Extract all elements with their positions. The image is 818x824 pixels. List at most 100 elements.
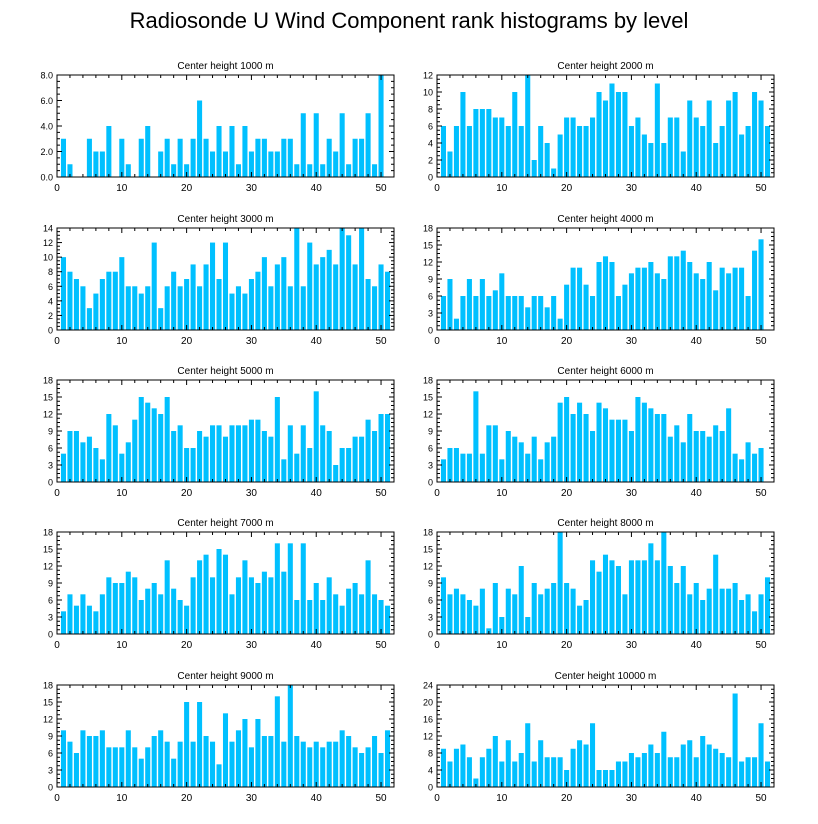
- x-tick-label: 0: [434, 793, 440, 804]
- histogram-bar: [67, 741, 73, 787]
- histogram-bar: [602, 770, 609, 787]
- histogram-bar: [274, 151, 280, 177]
- histogram-bar: [479, 588, 485, 634]
- histogram-bar: [615, 92, 621, 177]
- histogram-bar: [210, 577, 216, 634]
- histogram-bar: [615, 419, 621, 482]
- histogram-bar: [248, 747, 254, 787]
- histogram-bar: [499, 459, 505, 482]
- y-tick-label: 4: [428, 139, 433, 149]
- histogram-bar: [615, 566, 621, 634]
- histogram-bar: [229, 293, 235, 330]
- histogram-bar: [242, 126, 248, 177]
- x-tick-label: 10: [496, 793, 508, 804]
- x-tick-label: 20: [561, 183, 573, 194]
- histogram-bar: [339, 605, 345, 634]
- histogram-bar: [307, 164, 313, 177]
- histogram-bar: [333, 741, 339, 787]
- histogram-bar: [447, 448, 453, 482]
- histogram-bar: [557, 134, 563, 177]
- x-tick-label: 30: [246, 488, 258, 499]
- histogram-bar: [661, 532, 667, 634]
- histogram-bar: [544, 143, 550, 177]
- y-tick-label: 6: [48, 282, 53, 292]
- y-tick-label: 12: [423, 410, 433, 420]
- histogram-bar: [596, 262, 602, 330]
- histogram-bar: [93, 611, 99, 634]
- histogram-bar: [538, 459, 544, 482]
- histogram-bar: [359, 228, 365, 330]
- histogram-bar: [473, 296, 479, 330]
- histogram-bar: [106, 414, 112, 482]
- histogram-bar: [680, 744, 686, 787]
- x-tick-label: 50: [755, 336, 767, 347]
- x-tick-label: 50: [755, 793, 767, 804]
- histogram-bar: [557, 318, 563, 330]
- histogram-bar: [216, 126, 222, 177]
- histogram-bar: [512, 92, 518, 177]
- histogram-bar: [210, 425, 216, 482]
- histogram-bar: [752, 453, 758, 482]
- histogram-bar: [577, 402, 583, 482]
- histogram-bar: [294, 164, 300, 177]
- histogram-bar: [667, 566, 673, 634]
- histogram-bar: [622, 92, 628, 177]
- y-tick-label: 0: [428, 478, 433, 488]
- histogram-bar: [525, 723, 531, 787]
- histogram-bar: [499, 617, 505, 634]
- histogram-bar: [125, 571, 131, 634]
- histogram-bar: [229, 425, 235, 482]
- y-tick-label: 0: [48, 630, 53, 640]
- histogram-bar: [352, 436, 358, 482]
- histogram-bar: [372, 431, 378, 482]
- histogram-bar: [67, 271, 73, 330]
- histogram-bar: [320, 164, 326, 177]
- histogram-bar: [654, 753, 660, 787]
- histogram-bar: [453, 318, 459, 330]
- histogram-bar: [222, 713, 229, 787]
- x-tick-label: 40: [691, 183, 703, 194]
- histogram-bar: [479, 453, 485, 482]
- y-tick-label: 9: [428, 579, 433, 589]
- histogram-bar: [171, 758, 177, 787]
- histogram-bar: [466, 279, 472, 330]
- y-tick-label: 15: [43, 698, 53, 708]
- panel-title: Center height 5000 m: [177, 366, 273, 377]
- histogram-bar: [622, 761, 628, 787]
- histogram-bar: [190, 138, 196, 177]
- histogram-bar: [739, 267, 745, 330]
- histogram-panel: Center height 9000 m 0 10 20 30 40 50 0 3 6 9 12 15 1…: [43, 671, 395, 804]
- histogram-bar: [197, 286, 203, 330]
- histogram-bar: [609, 419, 615, 482]
- histogram-bar: [486, 425, 492, 482]
- histogram-bar: [190, 577, 196, 634]
- histogram-bar: [590, 723, 596, 787]
- histogram-bar: [384, 605, 391, 634]
- x-tick-label: 20: [181, 336, 193, 347]
- histogram-bar: [138, 600, 144, 634]
- x-tick-label: 40: [311, 793, 323, 804]
- histogram-bar: [739, 600, 745, 634]
- histogram-bar: [281, 571, 287, 634]
- histogram-panel: Center height 4000 m 0 10 20 30 40 50 0 3 6 9 12 15 1…: [423, 214, 775, 347]
- histogram-bar: [473, 109, 479, 177]
- histogram-bar: [294, 736, 300, 787]
- histogram-bar: [261, 736, 267, 787]
- histogram-bar: [466, 126, 472, 177]
- histogram-bar: [590, 296, 596, 330]
- histogram-bar: [641, 134, 647, 177]
- histogram-bar: [268, 577, 274, 634]
- histogram-bar: [486, 109, 492, 177]
- histogram-panel: Center height 5000 m 0 10 20 30 40 50 0 3 6 9 12 15 1…: [43, 366, 395, 499]
- histogram-bar: [460, 744, 466, 787]
- x-tick-label: 0: [434, 640, 440, 651]
- x-tick-label: 20: [561, 793, 573, 804]
- histogram-bar: [106, 577, 112, 634]
- y-tick-label: 6: [428, 444, 433, 454]
- histogram-bar: [184, 164, 190, 177]
- histogram-bar: [138, 138, 144, 177]
- histogram-bar: [151, 242, 157, 330]
- histogram-bar: [203, 138, 209, 177]
- histogram-bar: [132, 747, 138, 787]
- histogram-bar: [326, 431, 332, 482]
